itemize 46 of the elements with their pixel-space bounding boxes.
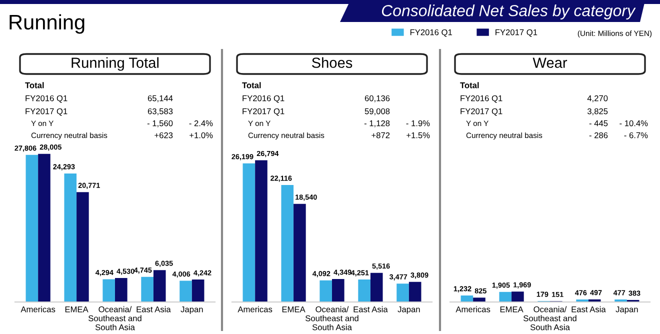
text: 65,144 xyxy=(148,95,173,102)
x-tick-label: Americas xyxy=(20,306,56,312)
text: - 286 xyxy=(589,132,608,138)
text: - 445 xyxy=(589,120,608,126)
x-tick-label: Japan xyxy=(398,306,420,314)
text: +623 xyxy=(154,132,173,138)
text: FY2016 Q1 xyxy=(460,95,502,103)
text: Running xyxy=(10,14,84,34)
text: 63,583 xyxy=(148,108,173,116)
x-tick-label: East Asia xyxy=(136,306,171,312)
text: - 6.7% xyxy=(624,132,648,138)
x-tick-label: EMEA xyxy=(500,306,524,312)
text: FY2017 Q1 xyxy=(242,108,284,116)
text: - 1,128 xyxy=(364,120,390,128)
x-tick-label: EMEA xyxy=(282,306,306,312)
chart-title: Shoes xyxy=(312,57,352,68)
x-tick-label: East Asia xyxy=(572,306,606,312)
text: Total xyxy=(460,82,479,88)
text: Total xyxy=(242,82,261,88)
text: FY2016 Q1 xyxy=(242,95,284,103)
text: 59,008 xyxy=(364,108,390,116)
text: - 1.9% xyxy=(406,120,430,126)
text: - 10.4% xyxy=(620,120,648,126)
text: FY2016 Q1 xyxy=(26,95,68,103)
text: 4,270 xyxy=(587,95,608,102)
x-tick-label: Americas xyxy=(456,306,490,312)
x-tick-label: Japan xyxy=(180,306,203,314)
text: 3,825 xyxy=(587,108,608,116)
text: Consolidated Net Sales by category xyxy=(382,4,636,20)
text: +1.0% xyxy=(190,132,213,138)
text: 60,136 xyxy=(364,95,390,102)
text: FY2017 Q1 xyxy=(26,108,68,116)
legend-label: FY2016 Q1 xyxy=(410,29,452,37)
text: FY2017 Q1 xyxy=(460,108,502,116)
text: - 1,560 xyxy=(147,120,173,128)
x-tick-label: Japan xyxy=(616,306,638,314)
chart-title: Wear xyxy=(532,58,568,68)
chart-title: Running Total xyxy=(72,57,158,71)
text: Total xyxy=(25,82,44,88)
x-tick-label: East Asia xyxy=(354,306,388,312)
text: +1.5% xyxy=(406,132,430,138)
text: +872 xyxy=(372,132,390,138)
legend-label: FY2017 Q1 xyxy=(496,29,538,37)
x-tick-label: EMEA xyxy=(65,306,88,312)
text: - 2.4% xyxy=(189,120,213,126)
x-tick-label: Americas xyxy=(238,306,272,312)
